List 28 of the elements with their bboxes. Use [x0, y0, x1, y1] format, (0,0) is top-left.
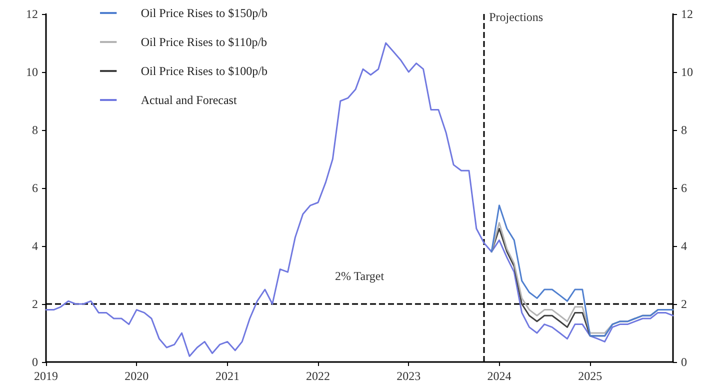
y-tick-label: 8: [32, 123, 38, 137]
legend-label: Oil Price Rises to $100p/b: [140, 64, 268, 78]
y2-tick-label: 0: [681, 355, 687, 369]
x-tick-label: 2023: [396, 369, 421, 383]
legend-label: Oil Price Rises to $110p/b: [140, 35, 268, 49]
legend-label: Actual and Forecast: [140, 93, 238, 107]
legend-label: Oil Price Rises to $150p/b: [140, 6, 268, 20]
y2-tick-label: 10: [681, 65, 693, 79]
y2-tick-label: 12: [681, 7, 693, 21]
y-tick-label: 6: [32, 181, 38, 195]
x-tick-label: 2021: [215, 369, 240, 383]
y-tick-label: 0: [32, 355, 38, 369]
x-tick-label: 2020: [124, 369, 149, 383]
ref-line-label: 2% Target: [334, 269, 385, 283]
x-tick-label: 2025: [578, 369, 602, 383]
y-tick-label: 10: [26, 65, 38, 79]
ref-line-label: Projections: [489, 10, 544, 24]
y-tick-label: 4: [32, 239, 38, 253]
y-tick-label: 2: [32, 297, 38, 311]
line-series: [490, 204, 674, 337]
x-tick-label: 2022: [306, 369, 330, 383]
y2-tick-label: 6: [681, 181, 687, 195]
x-tick-label: 2019: [34, 369, 58, 383]
y2-tick-label: 8: [681, 123, 687, 137]
y-tick-label: 12: [26, 7, 38, 21]
x-tick-label: 2024: [487, 369, 512, 383]
y2-tick-label: 4: [681, 239, 687, 253]
y2-tick-label: 2: [681, 297, 687, 311]
